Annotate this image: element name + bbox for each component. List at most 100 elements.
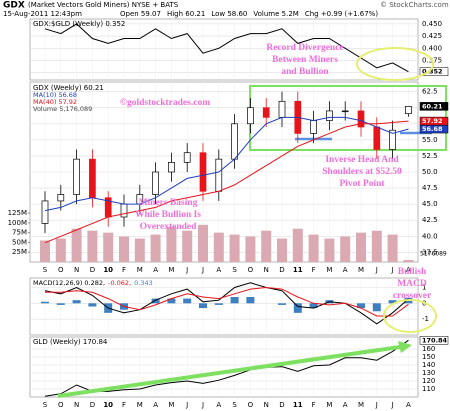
volume-bar xyxy=(150,234,161,262)
x-tick-label: J xyxy=(185,401,188,409)
panel-frame xyxy=(29,336,419,398)
volume-bar xyxy=(134,238,145,262)
y-tick-label: 45.0 xyxy=(422,200,438,208)
legend-entry: -0.062, xyxy=(108,279,131,287)
x-tick-label: J xyxy=(375,266,378,274)
y-tick-label: 140 xyxy=(422,361,435,369)
histogram-bar xyxy=(72,300,81,304)
candle-body xyxy=(310,120,317,134)
annotation: Pivot Point xyxy=(339,179,385,189)
volume-bar xyxy=(245,236,256,262)
candle-body xyxy=(373,126,381,150)
x-tick-label: D xyxy=(279,266,284,274)
candle-body xyxy=(357,110,365,128)
histogram-bar xyxy=(246,297,255,304)
y-tick-label: -1 xyxy=(422,315,429,323)
x-tick-label: J xyxy=(375,401,378,409)
annotation: and Bullion xyxy=(281,67,329,77)
y-tick-label: 55.0 xyxy=(422,136,438,144)
x-tick-label: A xyxy=(216,266,221,274)
volume-bar xyxy=(261,230,272,262)
y-tick-label: 0.400 xyxy=(422,44,442,52)
price-line xyxy=(44,23,409,73)
volume-bar xyxy=(387,234,398,262)
y-tick-label: 42.5 xyxy=(422,216,438,224)
x-tick-label: A xyxy=(153,401,158,409)
y-tick-label: 37.5 xyxy=(422,248,438,256)
x-tick-label: J xyxy=(391,401,394,409)
highlight-ellipse xyxy=(383,299,437,333)
symbol: GDX xyxy=(3,1,25,11)
volume-bar xyxy=(340,236,351,262)
x-tick-label: M xyxy=(168,266,174,274)
trend-arrow xyxy=(57,345,401,398)
end-label: 60.21 xyxy=(422,102,443,110)
highlight-ellipse xyxy=(356,47,434,81)
volume-bar xyxy=(403,259,414,262)
x-tick-label: A xyxy=(343,401,348,409)
histogram-bar xyxy=(41,301,49,304)
candle-body xyxy=(341,110,349,113)
x-tick-label: A xyxy=(216,401,221,409)
legend-entry: MA(10) 56.68 xyxy=(33,91,77,99)
volume-bar xyxy=(371,230,382,262)
y2-tick-label: 50M xyxy=(12,238,27,246)
y-tick-label: 120 xyxy=(422,377,435,385)
candle-body xyxy=(262,107,270,118)
histogram-bar xyxy=(372,303,381,312)
legend-entry: 0.343 xyxy=(134,279,153,287)
arrow-head xyxy=(398,341,412,353)
volume-bar xyxy=(229,234,240,262)
x-tick-label: M xyxy=(137,266,143,274)
x-tick-label: A xyxy=(406,266,411,274)
y-tick-label: 40.0 xyxy=(422,232,438,240)
end-label-box xyxy=(419,67,449,76)
volume-bar xyxy=(308,234,319,262)
end-label: 57.92 xyxy=(422,117,443,125)
volume-bar xyxy=(292,228,303,262)
x-tick-label: S xyxy=(232,401,237,409)
x-tick-label: 11 xyxy=(293,401,303,409)
candle-body xyxy=(183,152,191,163)
end-label: 56.68 xyxy=(422,125,443,133)
header-stat: High 60.21 xyxy=(167,10,205,18)
histogram-bar xyxy=(309,303,318,309)
x-tick-label: 11 xyxy=(293,266,303,274)
candle-body xyxy=(231,123,238,160)
volume-bar xyxy=(166,226,177,262)
x-tick-label: O xyxy=(58,266,64,274)
x-tick-label: 10 xyxy=(103,266,113,274)
y-tick-label: 0.425 xyxy=(422,32,442,40)
x-tick-label: J xyxy=(391,266,394,274)
annotation: ©goldstocktrades.com xyxy=(120,97,210,108)
x-tick-label: N xyxy=(264,266,269,274)
y-tick-label: 160 xyxy=(422,345,435,353)
annotation: Inverse Head And xyxy=(325,155,399,165)
annotation: crossover xyxy=(393,291,432,301)
panel-title: GLD (Weekly) 170.84 xyxy=(33,338,108,346)
candle-body xyxy=(278,100,286,118)
y2-tick-label: 75M xyxy=(12,229,27,237)
candle-body xyxy=(73,158,80,195)
volume-bar xyxy=(277,238,287,262)
annotation: Shoulders at $52.50 xyxy=(322,166,402,177)
moving-average xyxy=(44,120,409,244)
x-tick-label: D xyxy=(90,401,95,409)
candle-body xyxy=(389,129,396,150)
x-tick-label: J xyxy=(201,266,204,274)
histogram-bar xyxy=(388,300,397,304)
end-label-box xyxy=(419,102,449,111)
x-tick-label: M xyxy=(137,401,143,409)
panel-frame xyxy=(29,277,419,336)
x-tick-label: 10 xyxy=(103,401,113,409)
x-tick-label: F xyxy=(122,401,126,409)
x-tick-label: N xyxy=(74,266,79,274)
x-tick-label: J xyxy=(185,266,188,274)
x-tick-label: M xyxy=(326,266,332,274)
candle-body xyxy=(89,158,96,199)
annotation: Overextended xyxy=(140,222,198,232)
volume-bar xyxy=(71,228,82,262)
x-tick-label: D xyxy=(90,266,95,274)
